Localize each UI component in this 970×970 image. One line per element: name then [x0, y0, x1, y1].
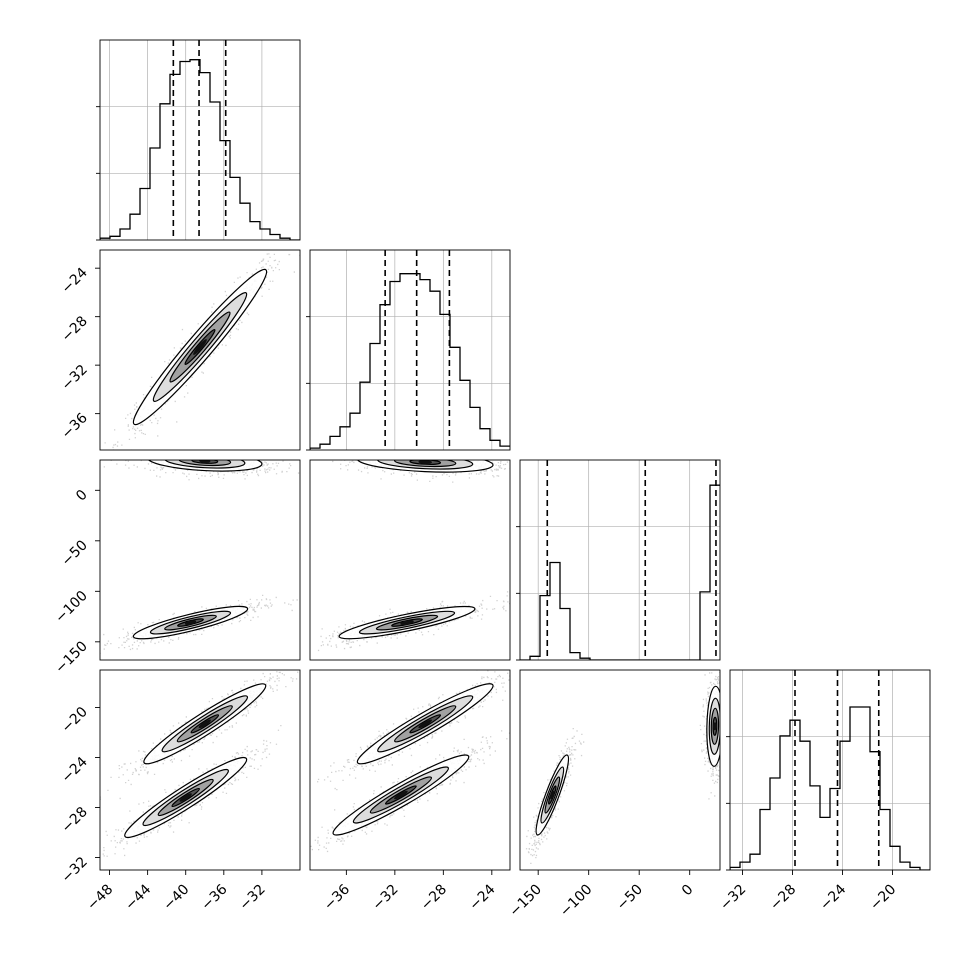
- hist-panel-3: [726, 669, 931, 871]
- pair-panel-0-2: [99, 459, 301, 661]
- contour-core: [418, 719, 433, 729]
- y-tick-label: −50: [59, 537, 91, 569]
- histogram-step: [310, 273, 510, 450]
- y-tick-label: −28: [59, 804, 91, 836]
- pair-content: [525, 671, 720, 864]
- x-tick-label: −48: [84, 882, 116, 914]
- x-tick-label: −44: [122, 881, 154, 913]
- pair-panel-1-2: [309, 459, 511, 661]
- pair-panel-1-3: [309, 669, 511, 871]
- panel-frame: [519, 669, 721, 871]
- y-tick-label: −24: [59, 265, 91, 297]
- hist-panel-1: [306, 249, 511, 451]
- contour-core: [198, 719, 211, 729]
- y-tick-label: −28: [59, 313, 91, 345]
- pair-panel-0-3: [99, 669, 301, 871]
- x-tick-label: −36: [198, 881, 230, 913]
- pair-content: [100, 671, 299, 857]
- pair-panel-2-3: [519, 669, 721, 871]
- x-tick-label: −40: [160, 882, 192, 914]
- pair-content: [104, 253, 300, 450]
- contour-core: [712, 722, 717, 731]
- panel-frame: [99, 459, 301, 661]
- panel-frame: [99, 249, 301, 451]
- y-tick-label: 0: [73, 487, 91, 505]
- x-tick-label: −100: [557, 882, 596, 921]
- y-tick-label: −150: [52, 638, 91, 677]
- hist-panel-0: [96, 39, 301, 241]
- y-tick-label: −32: [59, 854, 91, 886]
- contour-core: [199, 460, 211, 464]
- contour-core: [400, 620, 414, 626]
- x-tick-label: −24: [817, 881, 849, 913]
- histogram-step: [730, 706, 930, 870]
- x-tick-label: −32: [237, 882, 269, 914]
- panel-frame: [729, 669, 931, 871]
- pair-panel-0-1: [99, 249, 301, 451]
- contour-core: [549, 790, 555, 800]
- contour-core: [193, 339, 207, 355]
- pair-content: [310, 670, 510, 853]
- panel-frame: [309, 249, 511, 451]
- contour-core: [184, 620, 197, 625]
- x-tick-label: −28: [767, 882, 799, 914]
- x-tick-label: −24: [466, 881, 498, 913]
- contour-core: [179, 793, 192, 802]
- histogram-step: [520, 484, 720, 660]
- x-tick-label: −32: [369, 882, 401, 914]
- x-tick-label: −36: [321, 881, 353, 913]
- x-tick-label: −28: [418, 882, 450, 914]
- x-tick-label: −150: [507, 882, 546, 921]
- histogram-step: [100, 59, 300, 240]
- panel-frame: [309, 459, 511, 661]
- x-tick-label: −50: [614, 882, 646, 914]
- panel-frame: [99, 669, 301, 871]
- y-tick-label: −100: [52, 588, 91, 627]
- x-tick-label: 0: [679, 882, 697, 900]
- x-tick-label: −20: [867, 882, 899, 914]
- panel-frame: [519, 459, 721, 661]
- y-tick-label: −20: [59, 704, 91, 736]
- contour-core: [418, 460, 432, 465]
- pair-content: [317, 460, 510, 652]
- panel-frame: [99, 39, 301, 241]
- x-tick-label: −32: [717, 882, 749, 914]
- y-tick-label: −36: [59, 410, 91, 442]
- y-tick-label: −24: [59, 754, 91, 786]
- pair-content: [100, 460, 300, 654]
- contour-core: [394, 790, 408, 800]
- panel-frame: [309, 669, 511, 871]
- hist-panel-2: [516, 459, 721, 661]
- y-tick-label: −32: [59, 362, 91, 394]
